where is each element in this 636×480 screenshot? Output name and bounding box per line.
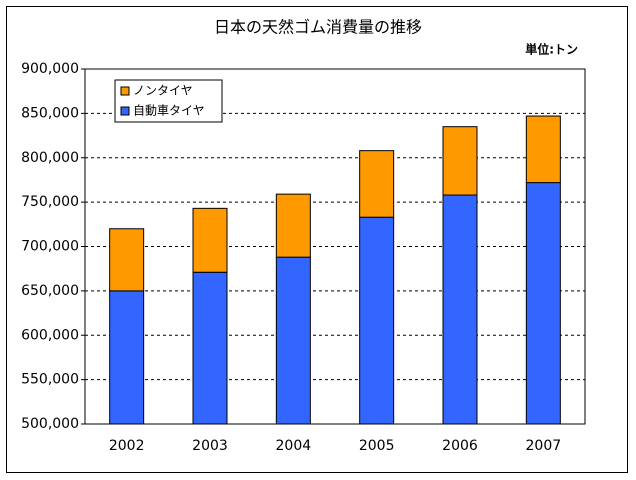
y-tick-label: 750,000 (21, 194, 79, 210)
bar-segment (525, 115, 561, 184)
bar-segment (359, 216, 395, 425)
x-tick-label: 2007 (526, 438, 562, 454)
y-tick-label: 650,000 (21, 283, 79, 299)
y-tick-label: 600,000 (21, 327, 79, 343)
legend-label: ノンタイヤ (133, 84, 193, 98)
x-tick-label: 2003 (192, 438, 228, 454)
x-tick-label: 2006 (442, 438, 478, 454)
bar-segment (275, 193, 311, 258)
y-tick-label: 550,000 (21, 372, 79, 388)
y-tick-label: 700,000 (21, 239, 79, 255)
chart-title: 日本の天然ゴム消費量の推移 (214, 18, 422, 37)
bar-segment (109, 228, 145, 292)
y-tick-label: 900,000 (21, 61, 79, 77)
bar-segment (192, 207, 228, 273)
legend-swatch (120, 106, 130, 116)
plot-border (84, 68, 586, 425)
bar-segment (442, 194, 478, 425)
legend-label: 自動車タイヤ (133, 104, 205, 118)
x-tick-label: 2002 (109, 438, 145, 454)
y-tick-label: 500,000 (21, 416, 79, 432)
bar-segment (359, 150, 395, 218)
x-tick-label: 2004 (276, 438, 312, 454)
y-tick-label: 800,000 (21, 150, 79, 166)
legend-box (114, 79, 223, 123)
y-tick-label: 850,000 (21, 105, 79, 121)
x-tick-label: 2005 (359, 438, 395, 454)
bar-segment (192, 271, 228, 425)
bar-segment (275, 256, 311, 425)
unit-label: 単位:トン (525, 42, 578, 57)
legend-swatch (120, 86, 130, 96)
bar-segment (525, 182, 561, 425)
bar-segment (442, 126, 478, 196)
bar-segment (109, 290, 145, 425)
